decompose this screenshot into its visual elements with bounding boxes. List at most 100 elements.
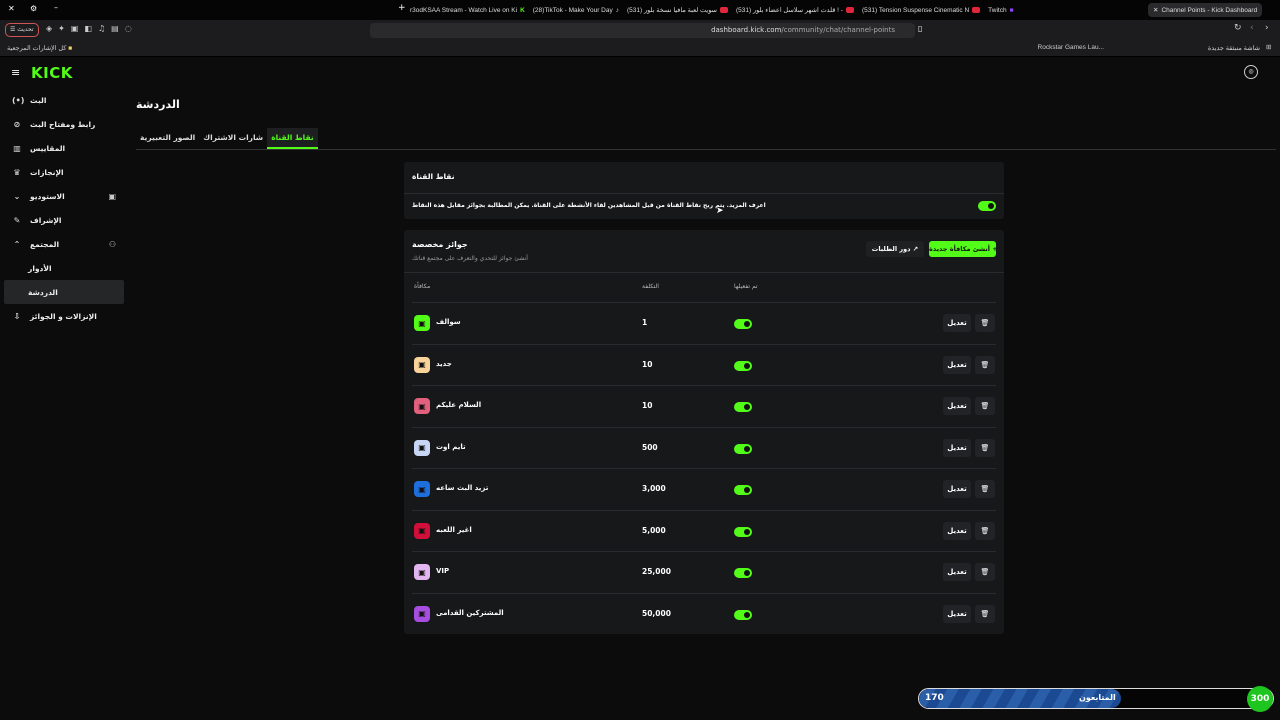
browser-tab-active[interactable]: ✕ Channel Points - Kick Dashboard — [1148, 3, 1263, 17]
reward-name: اغير اللعبه — [436, 525, 472, 534]
kick-logo[interactable]: KICK — [31, 64, 73, 82]
table-row: ▣ المشتركين القدامى 50,000 تعديل 🗑︎ — [412, 592, 996, 635]
edit-button[interactable]: تعديل — [943, 563, 971, 581]
hamburger-menu-icon[interactable]: ≡ — [11, 66, 21, 79]
delete-button[interactable]: 🗑︎ — [975, 438, 995, 457]
sidebar-item-label: المقاييس — [30, 143, 66, 153]
column-enabled: تم تفعيلها — [734, 283, 758, 290]
reward-enabled-toggle[interactable] — [734, 485, 752, 495]
tab-emotes[interactable]: الصور التعبيرية — [140, 133, 196, 142]
address-bar-row: ☰ تحديث ◈✦▣◧♫▤◌ dashboard.kick.com/commu… — [0, 20, 1280, 40]
sidebar-item-drops[interactable]: ⇩ الإنزالات و الجوائز — [4, 304, 124, 328]
edit-button[interactable]: تعديل — [943, 521, 971, 540]
reward-enabled-toggle[interactable] — [734, 402, 752, 412]
sidebar-item-achievements[interactable]: ♛ الإنجازات — [4, 160, 124, 184]
url-path: /community/chat/channel-points — [781, 26, 895, 34]
reward-enabled-toggle[interactable] — [734, 319, 752, 329]
trash-icon: 🗑︎ — [980, 568, 990, 576]
all-bookmarks[interactable]: كل الإشارات المرجعية ■ — [7, 44, 72, 52]
browser-tab[interactable]: r3odKSAA Stream - Watch Live on Ki K — [410, 3, 525, 17]
trash-icon: 🗑︎ — [980, 402, 990, 410]
delete-button[interactable]: 🗑︎ — [975, 563, 995, 581]
custom-rewards-card: جوائز مخصصة أنشئ جوائز للتحدي والتعرف عل… — [404, 230, 1004, 634]
edit-button[interactable]: تعديل — [943, 314, 971, 332]
reward-cost: 25,000 — [642, 567, 671, 576]
delete-button[interactable]: 🗑︎ — [975, 355, 995, 374]
minimize-icon[interactable]: – — [54, 3, 58, 12]
mouse-cursor: ➤ — [716, 206, 724, 216]
browser-tab[interactable]: (531) قلدت اشهر سلاسل اعضاء بلور ! - — [736, 3, 854, 17]
sidebar-item-stream[interactable]: (•) البث — [4, 88, 124, 112]
edit-button[interactable]: تعديل — [943, 438, 971, 457]
delete-button[interactable]: 🗑︎ — [975, 480, 995, 498]
browser-tab[interactable]: (531) Tension Suspense Cinematic N — [862, 3, 981, 17]
sidebar-item-community[interactable]: ⌃ المجتمع ⚇ — [4, 232, 124, 256]
delete-button[interactable]: 🗑︎ — [975, 314, 995, 332]
sidebar-item-studio[interactable]: ⌄ الاستوديو ▣ — [4, 184, 124, 208]
back-icon[interactable]: ‹ — [1250, 23, 1254, 33]
sidebar-item-analytics[interactable]: ▥ المقاييس — [4, 136, 124, 160]
table-row: ▣ تايم اوت 500 تعديل 🗑︎ — [412, 426, 996, 469]
column-reward: مكافأة — [414, 283, 431, 290]
table-row: ▣ VIP 25,000 تعديل 🗑︎ — [412, 551, 996, 593]
tab-title: (531) سويت لعبة مافيا نسخة بلور — [626, 7, 718, 14]
chevron-up-icon: ⌃ — [13, 239, 21, 249]
trash-icon: 🗑︎ — [980, 485, 990, 493]
close-window-icon[interactable]: ✕ — [8, 4, 15, 13]
extension-icons[interactable]: ◈✦▣◧♫▤◌ — [46, 24, 138, 33]
tab-sub-badges[interactable]: شارات الاشتراك — [203, 133, 264, 142]
reward-enabled-toggle[interactable] — [734, 360, 752, 371]
edit-button[interactable]: تعديل — [943, 604, 971, 623]
edit-button[interactable]: تعديل — [943, 480, 971, 498]
request-queue-button[interactable]: دور الطلبات ↗ — [866, 241, 924, 257]
sidebar-item-roles[interactable]: الأدوار — [4, 256, 124, 280]
sidebar-item-moderation[interactable]: ✎ الإشراف — [4, 208, 124, 232]
followers-label: المتابعون — [1079, 693, 1116, 702]
twitch-favicon-icon: ■ — [1009, 6, 1014, 14]
table-row: ▣ السلام عليكم 10 تعديل 🗑︎ — [412, 385, 996, 427]
delete-button[interactable]: 🗑︎ — [975, 521, 995, 540]
edit-button[interactable]: تعديل — [943, 397, 971, 415]
channel-points-title: نقاط القناة — [412, 172, 455, 181]
sidebar-item-stream-key[interactable]: ⊘ رابط ومفتاح البث — [4, 112, 124, 136]
reward-enabled-toggle[interactable] — [734, 443, 752, 454]
browser-tab[interactable]: Twitch ■ — [988, 3, 1013, 17]
external-link-icon: ↗ — [912, 245, 919, 253]
sidebar-item-label: الإنزالات و الجوائز — [30, 311, 97, 321]
bookmark-icon[interactable]: ▯ — [918, 24, 923, 33]
tab-title: Channel Points - Kick Dashboard — [1161, 6, 1258, 14]
update-button[interactable]: ☰ تحديث — [5, 23, 39, 37]
table-row: ▣ سوالف 1 تعديل 🗑︎ — [412, 302, 996, 344]
url-bar[interactable]: dashboard.kick.com/community/chat/channe… — [370, 23, 915, 38]
link-icon: ⊘ — [13, 119, 21, 129]
reload-icon[interactable]: ↻ — [1234, 23, 1242, 33]
channel-points-card: نقاط القناة اعرف المزيد. يتم ربح نقاط ال… — [404, 162, 1004, 219]
edit-button[interactable]: تعديل — [943, 355, 971, 374]
channel-points-toggle[interactable] — [978, 201, 996, 211]
new-tab-icon[interactable]: + — [398, 3, 406, 13]
bookmark-rockstar[interactable]: Rockstar Games Lau... — [1037, 44, 1104, 51]
apps-grid-icon[interactable]: ⊞ — [1266, 44, 1272, 51]
browser-tab[interactable]: (28)TikTok - Make Your Day ♪ — [533, 3, 619, 17]
create-reward-button[interactable]: أنشئ مكافأة جديدة + — [929, 241, 998, 257]
table-row: ▣ اغير اللعبه 5,000 تعديل 🗑︎ — [412, 509, 996, 552]
reward-enabled-toggle[interactable] — [734, 526, 752, 537]
close-tab-icon[interactable]: ✕ — [1153, 7, 1159, 14]
settings-icon[interactable]: ⚙ — [30, 4, 38, 13]
browser-tab[interactable]: (531) سويت لعبة مافيا نسخة بلور — [626, 3, 729, 17]
tab-strip: r3odKSAA Stream - Watch Live on Ki K (28)… — [410, 3, 1014, 17]
delete-button[interactable]: 🗑︎ — [975, 604, 995, 623]
tab-channel-points[interactable]: نقاط القناة — [267, 128, 318, 149]
user-avatar-icon[interactable]: ◎ — [1244, 65, 1258, 79]
sidebar-item-chat[interactable]: الدردشة — [4, 280, 124, 304]
reward-name: جديد — [436, 359, 452, 368]
forward-icon[interactable]: › — [1265, 23, 1269, 33]
bookmarks-bar: كل الإشارات المرجعية ■ Rockstar Games La… — [0, 40, 1280, 57]
drops-icon: ⇩ — [13, 311, 21, 321]
bookmark-new-popup[interactable]: شاشة منبثقة جديدة — [1207, 45, 1260, 52]
reward-enabled-toggle[interactable] — [734, 609, 752, 620]
youtube-favicon-icon — [720, 7, 729, 13]
youtube-favicon-icon — [972, 7, 981, 13]
delete-button[interactable]: 🗑︎ — [975, 397, 995, 415]
reward-enabled-toggle[interactable] — [734, 568, 752, 578]
